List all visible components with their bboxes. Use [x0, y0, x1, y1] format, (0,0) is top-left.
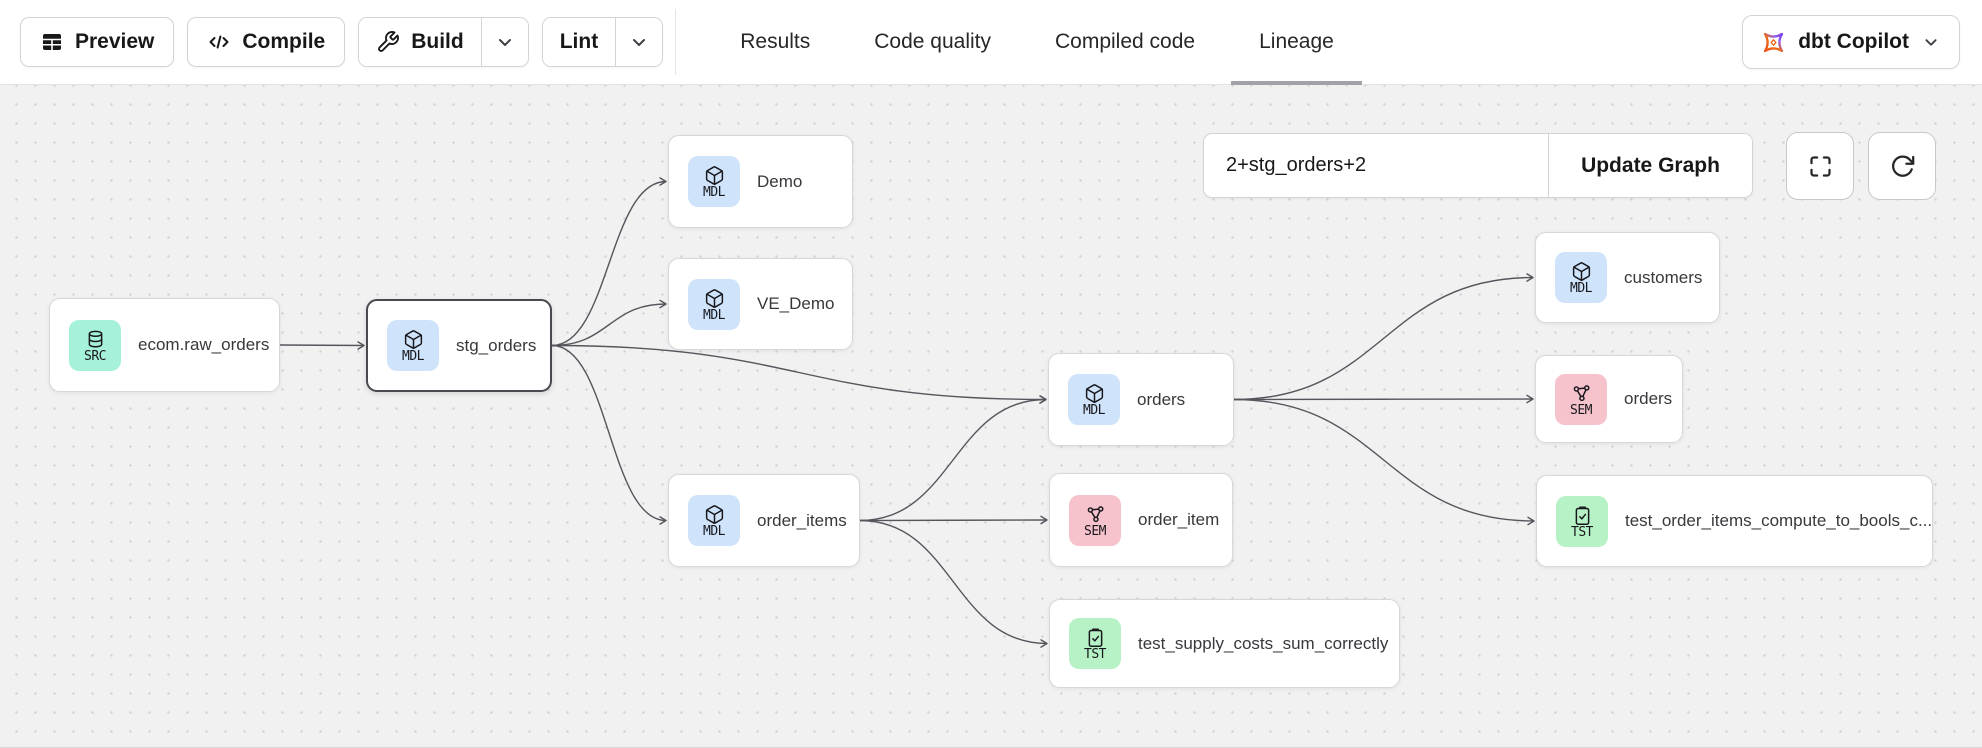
toolbar-divider	[675, 9, 677, 75]
chevron-down-icon	[493, 30, 517, 54]
edge-stg_orders-to-orders	[551, 344, 1047, 404]
lineage-node-order_items[interactable]: MDL order_items	[668, 474, 860, 567]
test-clipboard-icon: TST	[1556, 495, 1608, 547]
edge-stg_orders-to-Demo	[551, 177, 667, 347]
tab-compiled-code[interactable]: Compiled code	[1027, 0, 1223, 85]
cube-icon: MDL	[387, 320, 439, 371]
database-icon: SRC	[69, 319, 121, 371]
node-type-label: SRC	[84, 348, 106, 364]
edge-stg_orders-to-VE_Demo	[551, 299, 667, 347]
node-type-label: MDL	[402, 349, 424, 365]
dbt-copilot-button[interactable]: dbt Copilot	[1742, 15, 1960, 69]
node-label: order_items	[757, 510, 847, 530]
node-label: stg_orders	[456, 335, 537, 355]
node-type-label: MDL	[703, 307, 725, 323]
lineage-canvas[interactable]: SRC ecom.raw_orders MDL stg_orders MDL Demo MD…	[0, 85, 1982, 748]
lineage-node-stg_orders[interactable]: MDL stg_orders	[366, 299, 552, 392]
editor-toolbar: Preview Compile Build	[0, 0, 1982, 85]
cube-icon: MDL	[688, 156, 740, 207]
lineage-node-orders[interactable]: MDL orders	[1048, 353, 1234, 446]
lineage-selector: Update Graph	[1203, 133, 1753, 198]
edge-orders-to-test_order_items_compute_to_bools	[1233, 398, 1535, 526]
node-label: Demo	[757, 171, 803, 191]
semantic-graph-icon: SEM	[1555, 373, 1607, 425]
node-type-label: SEM	[1084, 523, 1106, 539]
edge-orders-to-orders_sem	[1233, 394, 1534, 404]
copilot-label: dbt Copilot	[1798, 30, 1909, 53]
node-type-label: SEM	[1570, 402, 1592, 418]
node-type-label: MDL	[703, 185, 725, 201]
refresh-icon	[1889, 153, 1916, 180]
lineage-node-order_item[interactable]: SEM order_item	[1049, 473, 1233, 567]
node-type-label: MDL	[703, 524, 725, 540]
fullscreen-button[interactable]	[1786, 132, 1854, 200]
compile-label: Compile	[242, 30, 326, 53]
table-icon	[40, 30, 64, 54]
chevron-down-icon	[1920, 31, 1942, 53]
cube-icon: MDL	[1068, 374, 1120, 425]
node-type-label: TST	[1571, 524, 1593, 540]
compile-button[interactable]: Compile	[187, 17, 346, 67]
refresh-button[interactable]	[1868, 132, 1936, 200]
node-type-label: MDL	[1083, 403, 1105, 419]
node-label: ecom.raw_orders	[138, 335, 270, 354]
node-type-label: MDL	[1570, 281, 1592, 297]
build-dropdown-button[interactable]	[480, 18, 528, 66]
result-tabs: Results Code quality Compiled code Linea…	[712, 0, 1362, 85]
node-label: test_order_items_compute_to_bools_c...	[1625, 511, 1933, 530]
lineage-node-test_supply_costs_sum_correctly[interactable]: TST test_supply_costs_sum_correctly	[1049, 599, 1400, 688]
lineage-node-Demo[interactable]: MDL Demo	[668, 135, 853, 228]
edge-ecom.raw_orders-to-stg_orders	[279, 341, 365, 350]
node-label: orders	[1624, 389, 1673, 408]
lineage-node-orders_sem[interactable]: SEM orders	[1535, 355, 1683, 443]
semantic-graph-icon: SEM	[1069, 494, 1121, 546]
cube-icon: MDL	[1555, 252, 1607, 303]
tab-lineage[interactable]: Lineage	[1231, 0, 1362, 85]
edge-orders-to-customers	[1233, 273, 1534, 401]
preview-button[interactable]: Preview	[20, 17, 175, 67]
node-label: test_supply_costs_sum_correctly	[1138, 633, 1389, 653]
edge-order_items-to-orders	[859, 395, 1047, 522]
edge-order_items-to-order_item	[859, 515, 1048, 525]
node-label: order_item	[1138, 510, 1220, 529]
chevron-down-icon	[627, 30, 651, 54]
selector-input[interactable]	[1204, 134, 1548, 197]
tab-results[interactable]: Results	[712, 0, 838, 85]
lint-button[interactable]: Lint	[542, 18, 616, 66]
lineage-node-customers[interactable]: MDL customers	[1535, 232, 1720, 323]
node-label: orders	[1137, 389, 1186, 409]
edge-stg_orders-to-order_items	[551, 344, 667, 525]
lineage-node-test_order_items_compute_to_bools[interactable]: TST test_order_items_compute_to_bools_c..…	[1536, 475, 1933, 567]
build-label: Build	[411, 30, 464, 53]
lint-split-button: Lint	[541, 17, 664, 67]
lineage-node-VE_Demo[interactable]: MDL VE_Demo	[668, 258, 853, 350]
node-label: customers	[1624, 267, 1703, 287]
update-graph-button[interactable]: Update Graph	[1548, 134, 1752, 197]
node-label: VE_Demo	[757, 294, 835, 313]
build-button[interactable]: Build	[359, 18, 481, 66]
tab-code-quality[interactable]: Code quality	[846, 0, 1019, 85]
code-icon	[207, 30, 231, 54]
build-split-button: Build	[358, 17, 529, 67]
node-type-label: TST	[1084, 647, 1106, 663]
test-clipboard-icon: TST	[1069, 618, 1121, 669]
lint-label: Lint	[559, 30, 599, 53]
dbt-copilot-icon	[1760, 29, 1787, 56]
preview-label: Preview	[75, 30, 155, 53]
maximize-icon	[1807, 153, 1834, 180]
cube-icon: MDL	[688, 278, 740, 330]
cube-icon: MDL	[688, 495, 740, 546]
lineage-node-ecom.raw_orders[interactable]: SRC ecom.raw_orders	[49, 298, 280, 392]
run-actions: Preview Compile Build	[20, 17, 664, 67]
wrench-icon	[376, 30, 400, 54]
edge-order_items-to-test_supply_costs_sum_correctly	[859, 519, 1048, 648]
lint-dropdown-button[interactable]	[615, 18, 663, 66]
